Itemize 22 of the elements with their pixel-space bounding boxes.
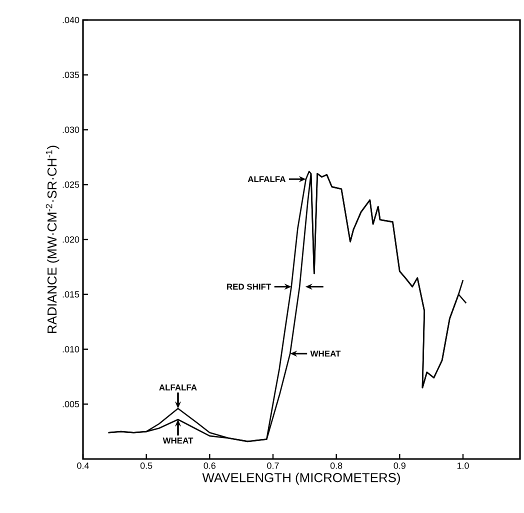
x-axis-title: WAVELENGTH (MICROMETERS) (202, 472, 400, 485)
x-tick-label: 0.7 (267, 462, 279, 469)
y-axis-title: RADIANCE (MW·CM$^{-2}$·SR·CH$^{-1}$) (46, 146, 60, 333)
y-tick-label: .035 (62, 72, 80, 78)
x-tick-label: 0.5 (140, 462, 152, 469)
annotation: ALFALFA (248, 176, 286, 182)
y-tick-label: .010 (62, 346, 80, 352)
y-tick-label: .025 (62, 181, 80, 188)
annotation: RED SHIFT (227, 284, 272, 290)
y-tick-label: .005 (62, 400, 80, 408)
x-tick-label: 0.8 (330, 462, 342, 469)
annotation: WHEAT (310, 350, 341, 357)
x-tick-label: 0.9 (394, 462, 406, 469)
y-tick-label: .030 (62, 126, 80, 133)
annotation: WHEAT (162, 438, 194, 444)
x-tick-label: 0.6 (204, 462, 216, 469)
y-tick-label: .020 (62, 236, 80, 243)
y-tick-label: .040 (62, 16, 80, 24)
x-tick-label: 1.0 (457, 462, 469, 469)
x-tick-label: 0.4 (77, 462, 89, 469)
y-tick-label: .015 (62, 291, 80, 298)
annotation: ALFALFA (159, 384, 197, 390)
